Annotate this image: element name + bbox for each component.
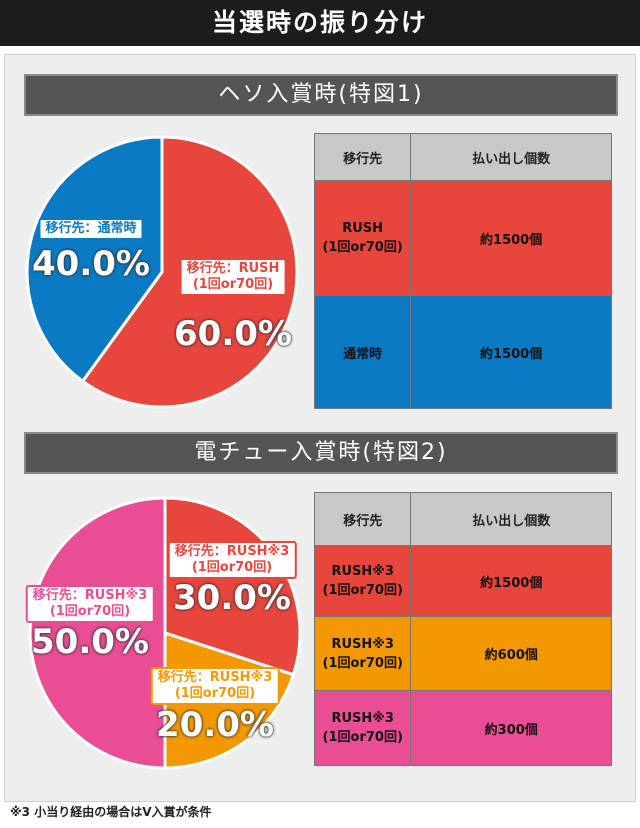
column-header: 移行先 — [313, 133, 412, 181]
value-label: 30.0% — [173, 578, 291, 618]
slice-label: 移行先：RUSH※3 (1回or70回) — [25, 585, 155, 623]
section-heading: 電チュー入賞時(特図2) — [24, 432, 618, 474]
table-cell: 約1500個 — [410, 295, 612, 409]
table-cell: 約300個 — [410, 690, 612, 766]
table-row: RUSH※3 (1回or70回) 約600個 — [313, 616, 612, 691]
section-heading: ヘソ入賞時(特図1) — [24, 74, 618, 116]
table-row: RUSH※3 (1回or70回) 約1500個 — [313, 545, 612, 617]
table-cell: RUSH※3 (1回or70回) — [313, 616, 412, 691]
column-header: 払い出し個数 — [410, 492, 612, 546]
table-cell: 約1500個 — [410, 545, 612, 617]
value-label: 50.0% — [31, 622, 149, 662]
table-cell: 約1500個 — [410, 180, 612, 296]
footnote: ※3 小当り経由の場合はV入賞が条件 — [10, 805, 212, 819]
value-label: 60.0% — [174, 314, 292, 354]
payout-table: 移行先 払い出し個数 RUSH※3 (1回or70回) 約1500個 RUSH※3 (1… — [313, 492, 612, 766]
table-row: 通常時 約1500個 — [313, 295, 612, 409]
slice-label: 移行先：RUSH※3 (1回or70回) — [150, 667, 280, 705]
table-cell: 約600個 — [410, 616, 612, 691]
payout-table: 移行先 払い出し個数 RUSH (1回or70回) 約1500個 通常時 約1500個 — [313, 133, 612, 409]
slice-label: 移行先：通常時 — [38, 218, 144, 240]
page-title: 当選時の振り分け — [0, 0, 640, 46]
value-label: 40.0% — [32, 244, 150, 284]
slice-label: 移行先：RUSH (1回or70回) — [179, 258, 287, 296]
table-cell: 通常時 — [313, 295, 412, 409]
table-cell: RUSH (1回or70回) — [313, 180, 412, 296]
header-row: 移行先 払い出し個数 — [313, 492, 612, 546]
column-header: 払い出し個数 — [410, 133, 612, 181]
table-row: RUSH (1回or70回) 約1500個 — [313, 180, 612, 296]
slice-label: 移行先：RUSH※3 (1回or70回) — [167, 541, 297, 579]
header-row: 移行先 払い出し個数 — [313, 133, 612, 181]
pie-slice — [28, 496, 167, 770]
table-cell: RUSH※3 (1回or70回) — [313, 545, 412, 617]
column-header: 移行先 — [313, 492, 412, 546]
value-label: 20.0% — [156, 705, 274, 745]
table-cell: RUSH※3 (1回or70回) — [313, 690, 412, 766]
pie-slice — [25, 135, 164, 384]
table-row: RUSH※3 (1回or70回) 約300個 — [313, 690, 612, 766]
